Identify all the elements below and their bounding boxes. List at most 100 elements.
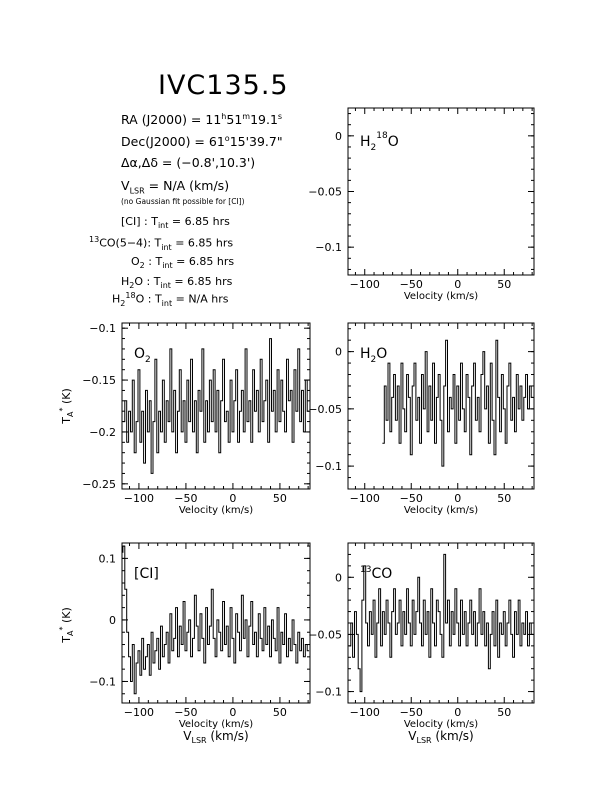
tint-value: 6.85 hrs (188, 255, 235, 268)
x-axis-label: Velocity (km/s) (404, 719, 478, 730)
tint-label: T (151, 215, 158, 228)
tint-row-ci: [CI] : Tint = 6.85 hrs (121, 215, 230, 230)
plot-frame (121, 542, 311, 704)
vlsr-line: VLSR = N/A (km/s) (121, 178, 229, 196)
plot-frame (347, 322, 535, 490)
y-tick-label: 0 (109, 614, 116, 627)
y-tick-label: −0.1 (315, 686, 342, 699)
ra-hours: 11 (205, 112, 222, 128)
tint-species: CO(5−4): (99, 236, 152, 250)
tint-species-post: O : (134, 275, 151, 288)
tint-row-h2o: H2O : Tint = 6.85 hrs (121, 275, 232, 290)
tint-species-sup: 13 (89, 235, 100, 244)
x-tick-label: 0 (229, 706, 236, 719)
spectrum-line-co13 (348, 553, 534, 693)
ra-minutes-unit: m (242, 112, 251, 121)
ra-minutes: 51 (226, 112, 243, 128)
species-label: 13CO (360, 565, 392, 582)
tint-value: N/A hrs (188, 292, 229, 306)
x-tick-label: −100 (124, 492, 154, 505)
y-tick-label: −0.05 (308, 628, 342, 641)
tint-value: 6.85 hrs (187, 275, 233, 288)
dec-rest: 15'39.7" (229, 134, 283, 150)
x-tick-label: −50 (400, 492, 423, 505)
x-tick-label: 50 (273, 492, 287, 505)
y-axis-label: TA* (K) (58, 388, 75, 425)
x-tick-label: 0 (454, 706, 461, 719)
y-tick-label: −0.1 (89, 675, 116, 688)
x-tick-label: 50 (497, 278, 511, 291)
species-label: H218O (360, 131, 399, 153)
y-tick-label: −0.05 (308, 403, 342, 416)
species-label: [CI] (134, 566, 159, 582)
x-tick-label: −100 (350, 706, 380, 719)
tint-species: H (112, 292, 121, 306)
x-tick-label: −100 (350, 278, 380, 291)
chart-panel-ci: −100 −50 0 50 0.1 0 −0.1 Velocity (km/s)VLSR (k… (58, 542, 311, 745)
dec-label: Dec(J2000) = (121, 134, 205, 150)
spectrum-line-ci (122, 545, 310, 695)
fit-note: (no Gaussian fit possible for [CI]) (121, 197, 245, 206)
x-tick-label: 50 (273, 706, 287, 719)
tint-subscript: int (157, 221, 169, 231)
tint-subscript: int (161, 242, 172, 252)
page-title: IVC135.5 (158, 70, 289, 101)
x-tick-label: 0 (229, 492, 236, 505)
y-tick-label: −0.15 (82, 374, 116, 387)
vlsr-subscript: LSR (129, 186, 145, 196)
ra-seconds: 19.1 (250, 112, 278, 128)
y-tick-label: 0.1 (99, 552, 117, 565)
y-tick-label: 0 (335, 571, 342, 584)
tint-species: O (131, 255, 140, 268)
tint-equals: = (175, 292, 185, 306)
dec-line: Dec(J2000) = 61o15'39.7" (121, 134, 283, 149)
ra-label: RA (J2000) = (121, 112, 202, 128)
tint-row-h218o: H218O : Tint = N/A hrs (112, 291, 229, 308)
chart-panel-h2_18o: −100 −50 0 50 0 −0.05 −0.1 Velocity (km/s) H218O (308, 107, 535, 302)
y-tick-label: −0.1 (89, 322, 116, 335)
tint-subscript: int (162, 261, 173, 271)
tint-label: T (154, 292, 162, 306)
offset-line: Δα,Δδ = (−0.8',10.3') (121, 155, 256, 170)
chart-panel-co13: −100 −50 0 50 0 −0.05 −0.1 Velocity (km/s)VLSR … (308, 542, 535, 745)
dec-degrees: 61 (208, 134, 225, 150)
x-tick-label: −50 (400, 706, 423, 719)
chart-panel-h2o: −100 −50 0 50 0 −0.05 −0.1 Velocity (km/s) H2O (308, 322, 535, 516)
spectrum-line-o2 (122, 338, 310, 474)
ra-line: RA (J2000) = 11h51m19.1s (121, 112, 282, 127)
tint-subscript: int (160, 281, 171, 291)
y-axis-label: TA* (K) (58, 607, 75, 644)
x-axis-label-vlsr: VLSR (km/s) (408, 729, 473, 745)
tint-row-13co: 13CO(5−4): Tint = 6.85 hrs (89, 235, 233, 252)
species-label: O2 (134, 346, 151, 365)
tint-label: T (154, 236, 162, 250)
tint-equals: = (174, 275, 184, 288)
tint-value: 6.85 hrs (184, 215, 230, 228)
x-tick-label: −50 (174, 492, 197, 505)
y-tick-label: 0 (335, 346, 342, 359)
x-axis-label: Velocity (km/s) (404, 505, 478, 516)
tint-species: [CI] : (121, 215, 148, 228)
y-tick-label: −0.25 (82, 478, 116, 491)
chart-panel-o2: −100 −50 0 50 −0.1 −0.15 −0.2 −0.25 Velocity (km… (58, 322, 311, 516)
ra-seconds-unit: s (277, 112, 283, 121)
tint-species-iso: 18 (125, 291, 136, 300)
x-axis-label: Velocity (km/s) (179, 719, 253, 730)
x-tick-label: 50 (497, 492, 511, 505)
tint-species-sub: 2 (120, 298, 126, 308)
tint-label: T (155, 255, 163, 268)
tint-species-sub: 2 (139, 261, 145, 271)
x-tick-label: −50 (400, 278, 423, 291)
vlsr-symbol: V (121, 178, 130, 193)
tint-species-sub: 2 (129, 281, 135, 291)
x-tick-label: −100 (124, 706, 154, 719)
dec-degrees-unit: o (224, 134, 230, 143)
ra-hours-unit: h (221, 112, 227, 121)
tint-value: 6.85 hrs (187, 236, 234, 250)
y-tick-label: −0.05 (308, 186, 342, 199)
x-tick-label: 50 (497, 706, 511, 719)
tint-row-o2: O2 : Tint = 6.85 hrs (131, 255, 234, 270)
tint-species-post: O : (135, 292, 152, 306)
x-tick-label: 0 (454, 278, 461, 291)
